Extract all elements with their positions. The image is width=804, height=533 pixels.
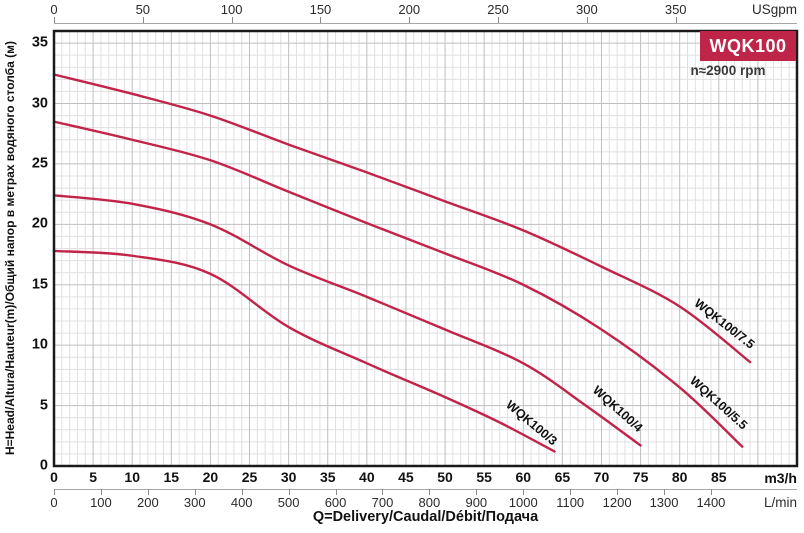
pump-curves (52, 73, 752, 453)
lmin-tick-label: 400 (230, 495, 253, 510)
y-tick-label: 15 (31, 276, 48, 293)
lmin-tick-mark (382, 489, 384, 495)
grid-minor (54, 31, 797, 466)
m3h-tick-label: 70 (593, 469, 610, 485)
top-axis-line (54, 23, 797, 24)
m3h-tick-label: 45 (398, 469, 414, 485)
m3h-tick-label: 20 (202, 469, 219, 485)
lmin-tick-label: 1200 (602, 495, 632, 510)
lmin-tick-label: 1100 (556, 495, 585, 510)
lmin-tick-label: 1000 (508, 495, 538, 510)
lmin-tick-label: 100 (90, 495, 112, 510)
m3h-tick-label: 55 (476, 469, 492, 485)
usgpm-tick-label: 300 (576, 2, 598, 17)
y-tick-label: 25 (31, 155, 48, 172)
lmin-tick-label: 200 (136, 495, 159, 510)
lmin-tick-mark (476, 489, 478, 495)
usgpm-tick-label: 250 (487, 2, 509, 17)
m3h-tick-label: 85 (710, 469, 727, 485)
lmin-tick-label: 700 (371, 495, 394, 510)
rpm-label: n≈2900 rpm (690, 63, 766, 78)
lmin-tick-mark (54, 489, 55, 495)
lmin-tick-label: 0 (50, 495, 58, 510)
lmin-tick-mark (335, 489, 337, 495)
grid-major (54, 31, 797, 466)
m3h-unit-label: m3/h (764, 470, 797, 486)
lmin-tick-mark (429, 489, 431, 495)
lmin-tick-label: 600 (324, 495, 347, 510)
m3h-tick-label: 35 (319, 469, 336, 485)
curve-wqk100-3 (52, 249, 556, 453)
lmin-tick-mark (241, 489, 243, 495)
m3h-tick-label: 65 (554, 469, 571, 485)
usgpm-tick-label: 50 (135, 2, 151, 17)
y-tick-label: 0 (39, 457, 48, 474)
plot-border (52, 29, 799, 468)
m3h-tick-label: 25 (241, 469, 258, 485)
x-axis-title: Q=Delivery/Caudal/Débit/Подача (312, 509, 539, 525)
usgpm-tick-label: 150 (309, 2, 332, 17)
lmin-tick-mark (617, 489, 619, 495)
lmin-tick-mark (710, 489, 712, 495)
usgpm-tick-label: 100 (220, 2, 243, 17)
m3h-tick-label: 50 (437, 469, 453, 485)
usgpm-tick-mark (586, 17, 588, 23)
lmin-tick-mark (664, 489, 666, 495)
m3h-tick-label: 15 (163, 469, 180, 485)
lmin-tick-label: 900 (465, 495, 488, 510)
curve-wqk100-5.5 (52, 120, 744, 448)
m3h-tick-label: 80 (671, 469, 688, 485)
y-tick-label: 35 (31, 34, 48, 51)
lmin-tick-mark (147, 489, 149, 495)
usgpm-tick-mark (231, 17, 233, 23)
usgpm-tick-mark (320, 17, 322, 23)
lmin-tick-label: 1400 (696, 495, 726, 510)
m3h-tick-label: 30 (280, 469, 297, 485)
lmin-tick-mark (288, 489, 290, 495)
m3h-tick-label: 5 (89, 469, 97, 485)
usgpm-tick-label: 0 (50, 2, 58, 17)
lmin-tick-mark (194, 489, 196, 495)
usgpm-tick-mark (409, 17, 411, 23)
usgpm-tick-mark (498, 17, 500, 23)
y-tick-label: 20 (31, 216, 48, 233)
lmin-tick-mark (100, 489, 102, 495)
lmin-tick-label: 500 (277, 495, 300, 510)
y-tick-label: 30 (31, 95, 48, 112)
lmin-tick-mark (523, 489, 525, 495)
y-tick-label: 5 (39, 397, 48, 414)
m3h-tick-label: 40 (359, 469, 375, 485)
lmin-tick-label: 1300 (649, 495, 679, 510)
lmin-tick-label: 800 (418, 495, 441, 510)
m3h-tick-label: 60 (515, 469, 532, 485)
usgpm-tick-mark (142, 17, 144, 23)
curve-wqk100-4 (52, 194, 642, 447)
lmin-tick-label: 300 (183, 495, 206, 510)
y-tick-label: 10 (31, 336, 48, 353)
curve-label: WQK100/7.5 (692, 296, 758, 352)
lmin-unit-label: L/min (763, 495, 797, 510)
lmin-ruler-line (54, 489, 797, 490)
usgpm-tick-label: 350 (664, 2, 687, 17)
lmin-tick-mark (570, 489, 572, 495)
model-badge: WQK100 (700, 31, 796, 61)
usgpm-tick-mark (675, 17, 677, 23)
curve-wqk100-7.5 (52, 73, 752, 364)
usgpm-tick-label: 200 (398, 2, 421, 17)
m3h-tick-label: 0 (50, 469, 58, 485)
m3h-tick-label: 10 (124, 469, 140, 485)
usgpm-unit-label: USgpm (751, 2, 797, 17)
usgpm-tick-mark (54, 17, 55, 23)
m3h-tick-label: 75 (632, 469, 649, 485)
